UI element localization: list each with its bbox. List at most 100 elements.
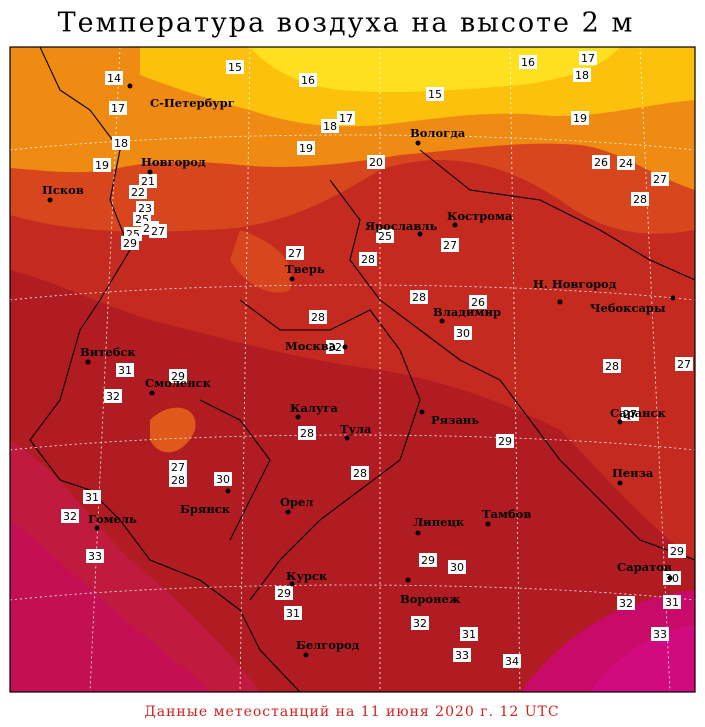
label-box — [663, 595, 681, 609]
label-box — [136, 201, 154, 215]
contour-label: 33 — [653, 628, 667, 641]
city-name: Новгород — [141, 155, 206, 169]
city-dot — [617, 480, 623, 486]
label-box — [121, 236, 139, 250]
contour-label: 29 — [670, 545, 684, 558]
contour-label: 27 — [653, 173, 667, 186]
city-dot — [415, 530, 421, 536]
label-box — [298, 426, 316, 440]
label-box — [326, 340, 344, 354]
contour-label: 31 — [118, 364, 132, 377]
city-dot — [452, 222, 458, 228]
label-box — [571, 111, 589, 125]
contour-label: 19 — [95, 159, 109, 172]
city-name: Смоленск — [145, 376, 212, 390]
label-box — [441, 238, 459, 252]
cities: С-Петербург Новгород Псков Вологда Ярославль… — [42, 83, 676, 658]
city-dot — [670, 295, 676, 301]
city-name: Тверь — [285, 262, 325, 276]
label-box — [86, 549, 104, 563]
contour-label: 18 — [323, 120, 337, 133]
label-box — [116, 363, 134, 377]
label-box — [460, 627, 478, 641]
label-box — [104, 389, 122, 403]
contour-label: 24 — [619, 157, 633, 170]
contour-label: 30 — [456, 327, 470, 340]
city-dot — [295, 414, 301, 420]
city-name: Саратов — [617, 560, 672, 574]
city-name: Ярославль — [365, 219, 438, 233]
city-name: Пенза — [612, 466, 654, 480]
label-box — [519, 55, 537, 69]
city-name: Саранск — [610, 406, 667, 420]
contour-label: 18 — [114, 137, 128, 150]
contour-label: 17 — [111, 102, 125, 115]
label-box — [573, 68, 591, 82]
city-dot — [85, 359, 91, 365]
contour-label: 19 — [573, 112, 587, 125]
label-box — [675, 357, 693, 371]
label-box — [284, 606, 302, 620]
label-box — [410, 290, 428, 304]
contour-label: 28 — [171, 474, 185, 487]
contour-label: 29 — [123, 237, 137, 250]
city-name: Липецк — [413, 515, 465, 529]
label-box — [453, 648, 471, 662]
contour-label: 19 — [299, 142, 313, 155]
label-box — [651, 172, 669, 186]
city-name: Белгород — [296, 638, 360, 652]
contour-label: 17 — [339, 112, 353, 125]
contour-label: 34 — [505, 655, 519, 668]
label-box — [668, 544, 686, 558]
city-dot — [405, 577, 411, 583]
city-name: Псков — [42, 183, 84, 197]
city-dot — [149, 390, 155, 396]
city-name: Воронеж — [400, 592, 461, 606]
city-name: Кострома — [447, 209, 513, 223]
contour-label: 31 — [665, 596, 679, 609]
label-box — [109, 101, 127, 115]
contour-label: 28 — [353, 467, 367, 480]
contour-label: 28 — [300, 427, 314, 440]
city-dot — [127, 83, 133, 89]
contour-label: 32 — [328, 341, 342, 354]
contour-label: 31 — [286, 607, 300, 620]
label-box — [297, 141, 315, 155]
city-name: С-Петербург — [150, 96, 235, 110]
contour-label: 31 — [85, 491, 99, 504]
footer: Данные метеостанций на 11 июня 2020 г. 1… — [144, 704, 559, 720]
label-box — [367, 155, 385, 169]
city-dot — [439, 318, 445, 324]
contour-label: 28 — [361, 253, 375, 266]
contour-label: 26 — [471, 296, 485, 309]
label-box — [169, 460, 187, 474]
city-name: Вологда — [410, 126, 466, 140]
contour-label: 31 — [462, 628, 476, 641]
label-box — [469, 295, 487, 309]
contour-label: 29 — [421, 554, 435, 567]
contour-label: 28 — [633, 193, 647, 206]
contour-label: 28 — [412, 291, 426, 304]
label-box — [631, 192, 649, 206]
city-name: Тула — [340, 422, 372, 436]
contour-label: 27 — [171, 461, 185, 474]
label-box — [129, 185, 147, 199]
label-box — [454, 326, 472, 340]
label-box — [579, 51, 597, 65]
city-name: Н. Новгород — [533, 277, 617, 291]
label-box — [496, 434, 514, 448]
contour-label: 29 — [277, 587, 291, 600]
city-name: Москва — [285, 339, 337, 353]
city-dot — [147, 169, 153, 175]
label-box — [226, 60, 244, 74]
contour-label: 25 — [378, 230, 392, 243]
label-box — [169, 473, 187, 487]
city-dot — [344, 435, 350, 441]
contour-label: 32 — [413, 617, 427, 630]
contour-label: 30 — [216, 473, 230, 486]
city-dot — [667, 575, 673, 581]
contour-label: 17 — [581, 52, 595, 65]
city-name: Витебск — [80, 345, 136, 359]
label-box — [592, 155, 610, 169]
label-box — [503, 654, 521, 668]
